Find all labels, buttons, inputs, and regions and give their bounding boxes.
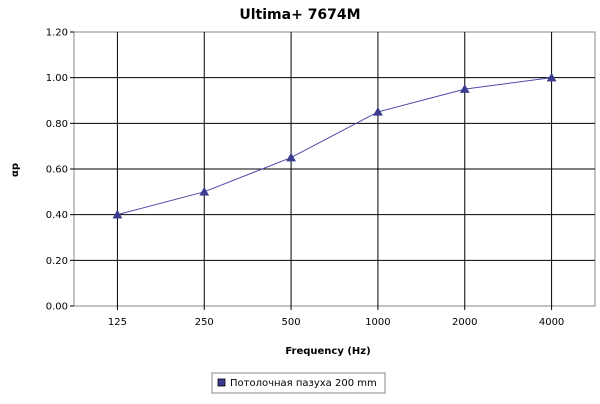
y-tick-label: 1.20 — [46, 28, 68, 39]
legend-swatch — [217, 378, 226, 387]
x-tick-label: 2000 — [452, 317, 477, 328]
x-axis-ticks: 125 250 500 1000 2000 4000 — [108, 306, 564, 328]
legend-label: Потолочная пазуха 200 mm — [230, 378, 377, 389]
x-axis-title: Frequency (Hz) — [285, 346, 370, 357]
x-tick-label: 1000 — [365, 317, 390, 328]
y-tick-label: 0.60 — [46, 165, 68, 176]
y-tick-label: 0.40 — [46, 210, 68, 221]
x-tick-label: 125 — [108, 317, 127, 328]
data-point-marker — [112, 209, 123, 219]
y-tick-label: 0.80 — [46, 119, 68, 130]
series-layer — [112, 72, 557, 219]
legend: Потолочная пазуха 200 mm — [211, 372, 386, 394]
y-tick-label: 0.20 — [46, 256, 68, 267]
y-axis-title: αp — [10, 163, 21, 177]
x-tick-label: 250 — [195, 317, 214, 328]
x-tick-label: 4000 — [539, 317, 564, 328]
y-tick-label: 0.00 — [46, 302, 68, 313]
y-axis-ticks: 0.00 0.20 0.40 0.60 0.80 1.00 1.20 — [46, 28, 74, 313]
y-tick-label: 1.00 — [46, 73, 68, 84]
data-point-marker — [372, 106, 383, 116]
data-point-marker — [546, 72, 557, 82]
data-point-marker — [286, 152, 297, 162]
series-line — [117, 77, 552, 216]
grid-lines — [74, 32, 595, 306]
x-tick-label: 500 — [282, 317, 301, 328]
legend-box — [211, 372, 386, 394]
data-point-marker — [199, 186, 210, 196]
chart-title: Ultima+ 7674M — [239, 7, 360, 23]
data-point-marker — [459, 84, 470, 93]
